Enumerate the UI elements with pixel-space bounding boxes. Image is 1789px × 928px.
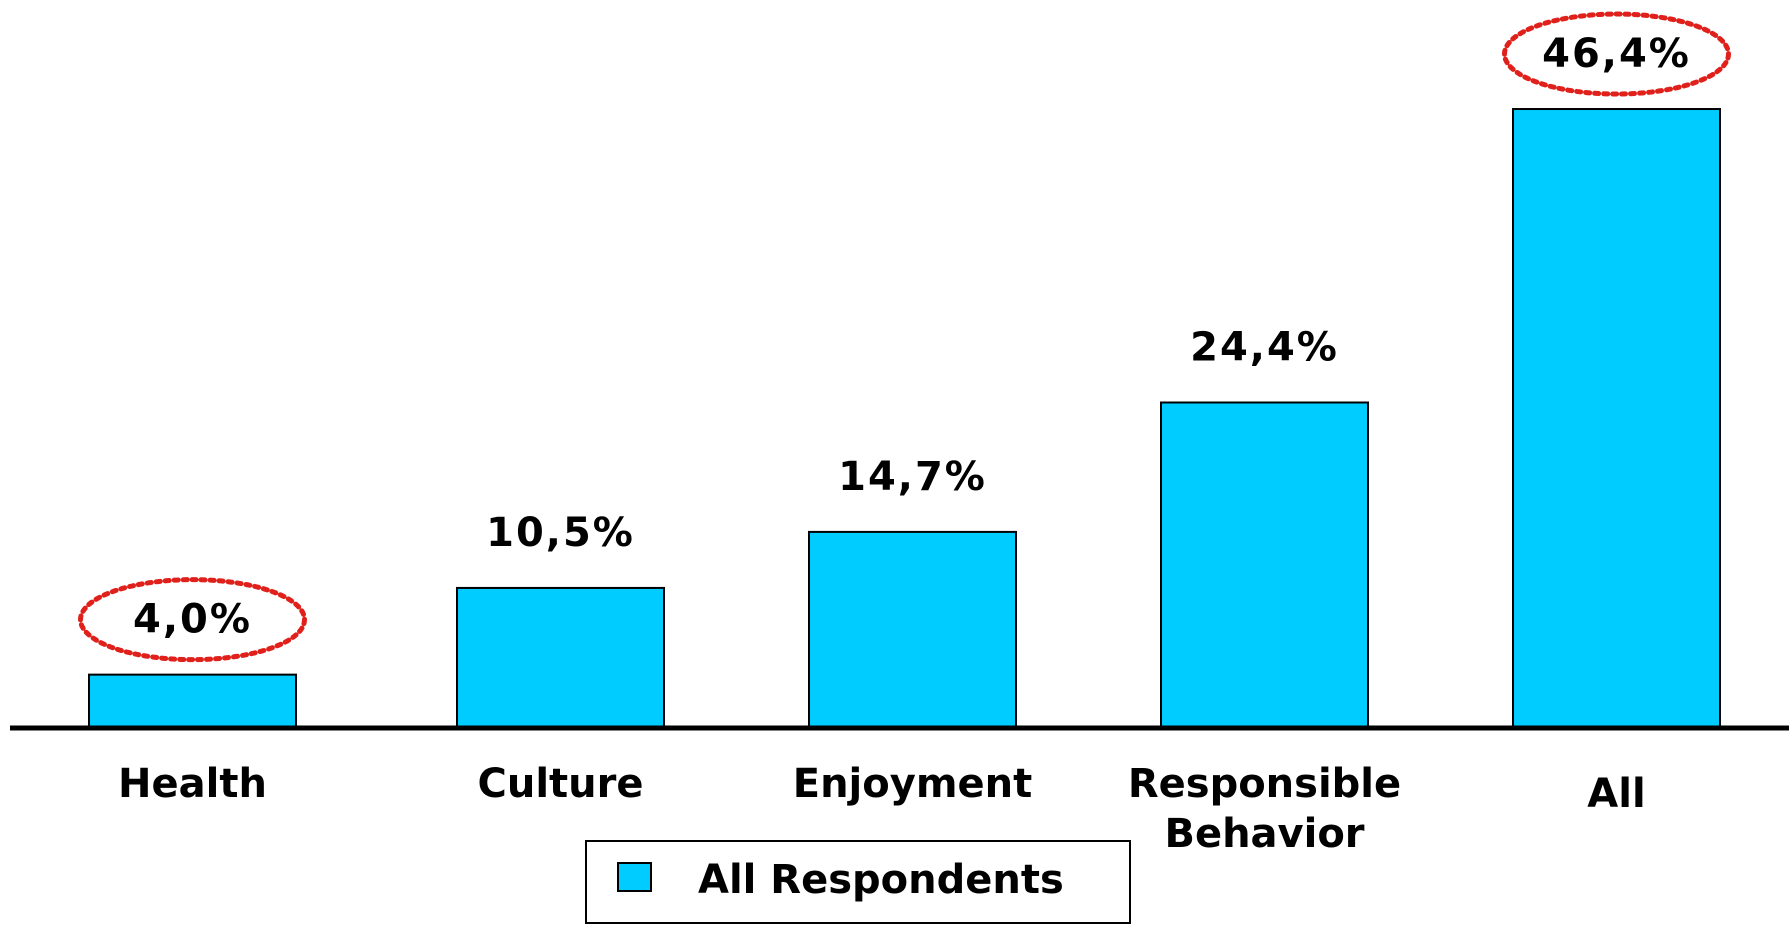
bar-3	[1160, 401, 1369, 729]
value-label-2: 14,7%	[838, 454, 987, 500]
category-label-1: Culture	[478, 761, 644, 807]
category-label-3-line-0: Responsible	[1128, 761, 1401, 807]
value-labels-layer: 4,0% 10,5% 14,7% 24,4% 46,4%	[133, 31, 1691, 643]
category-label-0: Health	[118, 761, 267, 807]
value-label-3: 24,4%	[1190, 325, 1339, 371]
highlight-ellipse-4	[1502, 11, 1731, 97]
legend-label: All Respondents	[698, 857, 1064, 903]
value-label-1: 10,5%	[486, 510, 635, 556]
value-label-4: 46,4%	[1542, 31, 1691, 77]
category-label-2: Enjoyment	[793, 761, 1032, 807]
bar-4	[1512, 108, 1721, 730]
bar-0	[88, 673, 297, 730]
highlight-ellipse-0	[78, 577, 307, 663]
legend-swatch	[617, 862, 652, 892]
legend: All Respondents	[585, 840, 1131, 924]
highlights-layer	[78, 11, 1731, 663]
value-label-0: 4,0%	[133, 597, 252, 643]
bar-1	[456, 586, 665, 729]
category-label-4: All	[1587, 771, 1645, 817]
category-labels-layer: Health Culture Enjoyment ResponsibleBehavio…	[118, 761, 1646, 857]
bars-layer	[88, 108, 1721, 730]
bar-2	[808, 530, 1017, 729]
category-label-3-line-1: Behavior	[1164, 811, 1364, 857]
legend-box	[585, 840, 1131, 924]
